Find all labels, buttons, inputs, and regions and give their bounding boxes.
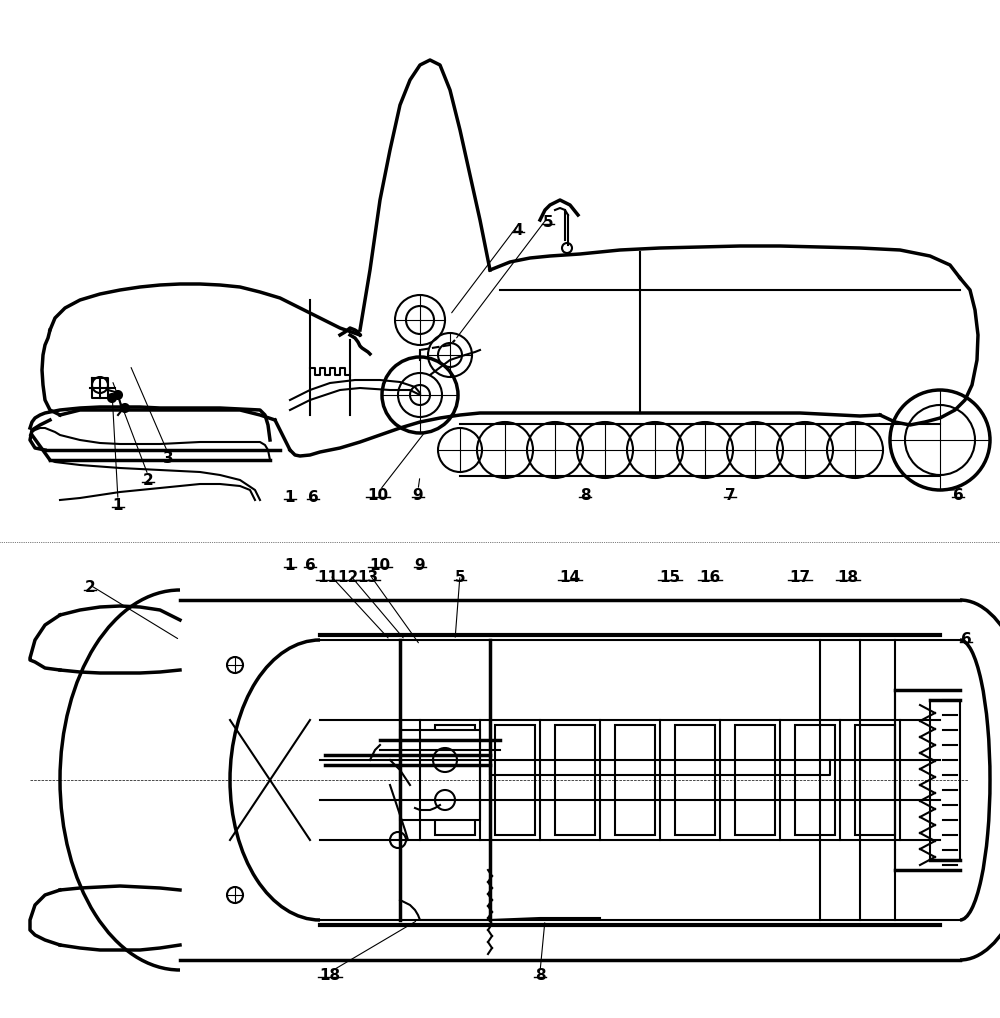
Text: 13: 13: [357, 570, 379, 585]
Text: 2: 2: [143, 472, 153, 488]
Text: 14: 14: [559, 570, 581, 585]
Text: 8: 8: [580, 488, 590, 503]
Text: 18: 18: [319, 967, 341, 982]
Bar: [795, 725, 835, 835]
Text: 15: 15: [659, 570, 681, 585]
Text: 16: 16: [699, 570, 721, 585]
Text: 9: 9: [415, 558, 425, 572]
Bar: [400, 730, 480, 821]
Text: 10: 10: [367, 488, 389, 503]
Text: 6: 6: [961, 632, 971, 647]
Text: 1: 1: [113, 498, 123, 512]
Text: 18: 18: [837, 570, 859, 585]
Circle shape: [121, 404, 129, 412]
Text: 7: 7: [725, 488, 735, 503]
Text: 5: 5: [455, 570, 465, 585]
Bar: [855, 725, 895, 835]
Text: 8: 8: [535, 967, 545, 982]
Circle shape: [114, 391, 122, 399]
Text: 1: 1: [285, 490, 295, 505]
Text: 9: 9: [413, 488, 423, 503]
Text: 3: 3: [163, 451, 173, 465]
Text: 17: 17: [789, 570, 811, 585]
Text: 11: 11: [318, 570, 338, 585]
Text: 5: 5: [543, 215, 553, 229]
Text: 2: 2: [85, 580, 95, 596]
Text: 6: 6: [953, 488, 963, 503]
Text: 4: 4: [513, 223, 523, 237]
Text: 6: 6: [308, 490, 318, 505]
Bar: [615, 725, 655, 835]
Circle shape: [108, 394, 116, 402]
Text: 12: 12: [337, 570, 359, 585]
Text: 6: 6: [305, 558, 315, 572]
Bar: [735, 725, 775, 835]
Bar: [675, 725, 715, 835]
Bar: [435, 725, 475, 835]
Text: 1: 1: [285, 558, 295, 572]
Text: 10: 10: [369, 558, 391, 572]
Bar: [555, 725, 595, 835]
Bar: [495, 725, 535, 835]
